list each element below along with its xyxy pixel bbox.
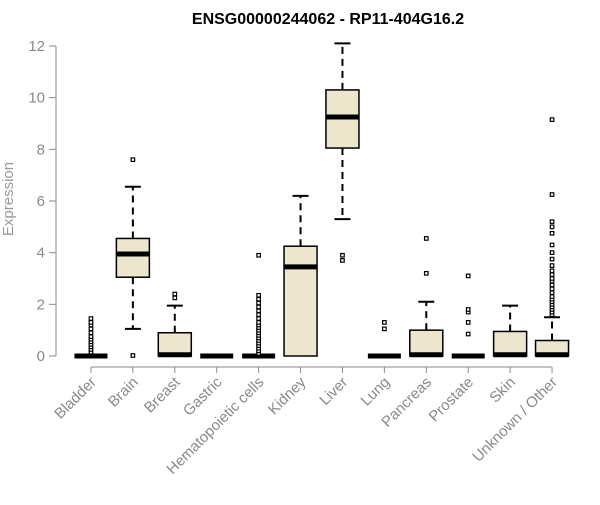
outlier-point: [340, 258, 345, 263]
outlier-point: [382, 326, 387, 332]
outlier-point: [88, 330, 94, 336]
outlier-point: [549, 290, 555, 296]
chart-title: ENSG00000244062 - RP11-404G16.2: [192, 11, 464, 28]
box-group: [242, 252, 276, 359]
x-tick-label: Kidney: [265, 373, 310, 418]
box-group: [325, 42, 360, 263]
y-tick-label: 2: [37, 296, 45, 313]
box-group: [74, 316, 108, 359]
outlier-point: [172, 291, 178, 297]
outlier-point: [130, 353, 136, 358]
x-tick-label: Bladder: [51, 374, 100, 423]
box-group: [534, 117, 570, 358]
box-group: [492, 304, 528, 358]
outlier-point: [256, 252, 261, 258]
outlier-point: [382, 320, 387, 325]
outlier-point: [130, 157, 136, 163]
box-group: [409, 236, 444, 358]
plot-area: [74, 42, 570, 359]
x-tick-label: Prostate: [426, 374, 478, 426]
y-axis-label: Expression: [0, 162, 17, 236]
outlier-point: [256, 296, 261, 302]
outlier-point: [549, 242, 555, 248]
y-tick-label: 6: [37, 193, 45, 210]
y-tick-label: 10: [28, 90, 45, 107]
outlier-point: [172, 295, 178, 301]
outlier-point: [256, 308, 261, 314]
outlier-point: [549, 294, 555, 299]
outlier-point: [256, 316, 261, 321]
outlier-point: [465, 331, 471, 337]
box-group: [451, 273, 485, 359]
y-tick-label: 0: [37, 348, 45, 365]
box-group: [367, 320, 401, 359]
outlier-point: [465, 273, 471, 279]
outlier-point: [549, 192, 555, 197]
y-tick-label: 4: [37, 245, 45, 262]
outlier-point: [549, 276, 555, 281]
outlier-point: [549, 250, 555, 256]
x-tick-label: Lung: [358, 374, 394, 410]
outlier-point: [549, 224, 555, 230]
outlier-point: [88, 316, 94, 321]
outlier-point: [549, 219, 555, 225]
outlier-point: [549, 286, 555, 292]
outlier-point: [549, 263, 555, 268]
outlier-point: [256, 292, 261, 298]
outlier-point: [549, 272, 555, 277]
outlier-point: [465, 320, 471, 325]
outlier-point: [423, 270, 429, 276]
outlier-point: [256, 300, 261, 306]
outlier-point: [549, 230, 555, 236]
y-tick-label: 12: [28, 38, 45, 55]
box-group: [115, 157, 151, 358]
outlier-point: [88, 334, 94, 339]
x-tick-label: Liver: [316, 374, 351, 409]
outlier-point: [549, 282, 555, 288]
outlier-point: [549, 256, 555, 262]
outlier-point: [88, 326, 94, 332]
outlier-point: [423, 236, 429, 241]
x-tick-label: Brain: [105, 374, 142, 411]
x-tick-label: Skin: [486, 374, 519, 407]
box-iqr: [409, 329, 444, 357]
box-group: [157, 291, 193, 358]
outlier-point: [340, 252, 345, 258]
outlier-point: [465, 307, 471, 312]
y-tick-label: 8: [37, 141, 45, 158]
box-iqr: [115, 237, 151, 278]
outlier-point: [88, 320, 94, 325]
outlier-point: [549, 117, 555, 122]
outlier-point: [549, 268, 555, 274]
box-iqr: [283, 245, 318, 357]
outlier-point: [256, 320, 261, 325]
box-group: [283, 194, 318, 357]
x-tick-label: Breast: [141, 373, 184, 416]
outlier-point: [256, 304, 261, 310]
outlier-point: [256, 312, 261, 318]
y-axis: 0 2 4 6 8 10 12: [28, 38, 57, 365]
